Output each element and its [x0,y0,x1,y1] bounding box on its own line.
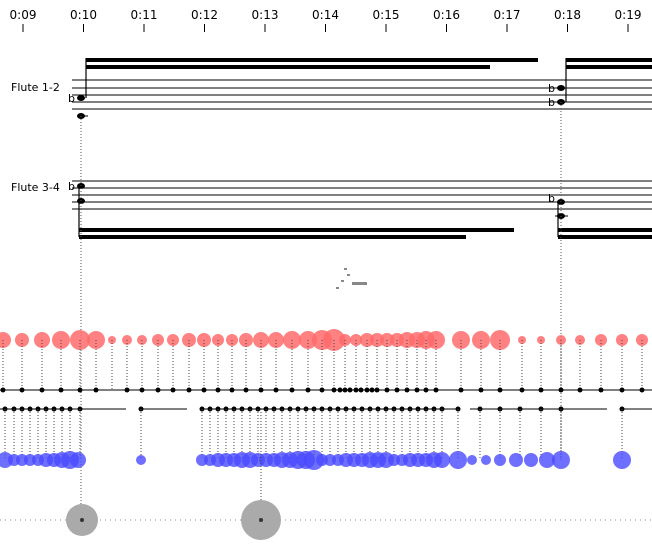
staff-flute-3-4: Flute 3-4 b b [11,180,652,239]
onset-dot [305,387,311,393]
blue-event-circle [613,451,631,469]
onset-dot [342,387,348,393]
blue-event-circle [494,454,506,466]
onset-dot [519,387,525,393]
time-tick-label: 0:11 [131,8,158,22]
onset-dot [598,387,604,393]
time-tick-label: 0:09 [10,8,37,22]
onset-dot [258,387,264,393]
blue-event-circle [509,453,523,467]
onset-dot [39,387,45,393]
time-tick-label: 0:14 [312,8,339,22]
time-tick-label: 0:17 [494,8,521,22]
note-head [557,85,565,91]
red-event-row [0,329,648,390]
onset-dot [374,387,380,393]
onset-dot [139,387,145,393]
onset-dot [538,387,544,393]
onset-dot [384,387,390,393]
blue-event-circle [136,455,146,465]
onset-dot [414,387,420,393]
staff-lines-flute-1-2 [72,79,652,110]
time-tick-label: 0:19 [615,8,642,22]
beams-flute-1-2 [85,58,652,102]
event-guides-staff [80,102,562,510]
time-tick-label: 0:18 [554,8,581,22]
blue-event-circle [449,451,467,469]
onset-dot [577,387,583,393]
onset-dot [358,387,364,393]
onset-dot [619,387,625,393]
onset-dot [433,387,439,393]
onset-dot [639,387,645,393]
onset-dot [319,387,325,393]
blue-event-circle [524,453,538,467]
onset-dot [478,387,484,393]
blue-event-row [0,450,631,470]
beams-flute-3-4 [78,186,652,239]
flat-accidental: b [68,92,75,105]
onset-dot [80,518,84,522]
flat-accidental: b [548,82,555,95]
onset-dot [347,387,353,393]
onset-dot [243,387,249,393]
staff-lines-flute-3-4 [72,180,652,210]
time-tick-label: 0:12 [191,8,218,22]
onset-dot [77,387,83,393]
flat-accidental: b [68,180,75,193]
onset-dot [186,387,192,393]
onset-dot [124,387,130,393]
red-event-circle [0,332,11,348]
staff-label-flute-3-4: Flute 3-4 [11,181,60,194]
blue-event-circle [434,452,450,468]
onset-dot [404,387,410,393]
onset-dot [229,387,235,393]
onset-dot [170,387,176,393]
notes-flute-1-2: b b b [68,82,565,119]
onset-dot [458,387,464,393]
onset-dot [58,387,64,393]
time-tick-label: 0:15 [373,8,400,22]
onset-dot [259,518,263,522]
onset-dot [19,387,25,393]
timeline-ruler: 0:09 0:10 0:11 0:12 0:13 0:14 0:15 0:16 0:17 0:18… [10,8,642,32]
onset-dot [394,387,400,393]
staff-label-flute-1-2: Flute 1-2 [11,81,60,94]
notes-flute-3-4: b b [68,180,568,219]
onset-dot [201,387,207,393]
staff-flute-1-2: Flute 1-2 b b b [11,58,652,119]
onset-rows [0,387,652,460]
time-tick-label: 0:16 [433,8,460,22]
onset-dot [423,387,429,393]
time-tick-label: 0:13 [252,8,279,22]
blue-event-circle [70,452,86,468]
onset-dot [155,387,161,393]
onset-dot [353,387,359,393]
onset-dot [273,387,279,393]
onset-dot [93,387,99,393]
flat-accidental: b [548,192,555,205]
onset-dot [364,387,370,393]
time-tick-label: 0:10 [70,8,97,22]
onset-dot [497,387,503,393]
onset-dot [337,387,343,393]
note-head [77,95,85,101]
onset-dot [369,387,375,393]
flat-accidental: b [548,96,555,109]
gray-event-row [0,409,652,540]
blue-event-circle [552,451,570,469]
onset-dot [289,387,295,393]
onset-dot [215,387,221,393]
onset-dot [331,387,337,393]
blue-event-circle [467,455,477,465]
gray-glyph-cluster [336,268,367,289]
blue-event-circle [539,452,555,468]
blue-event-circle [481,455,491,465]
onset-dot [0,387,6,393]
onset-dot [558,387,564,393]
